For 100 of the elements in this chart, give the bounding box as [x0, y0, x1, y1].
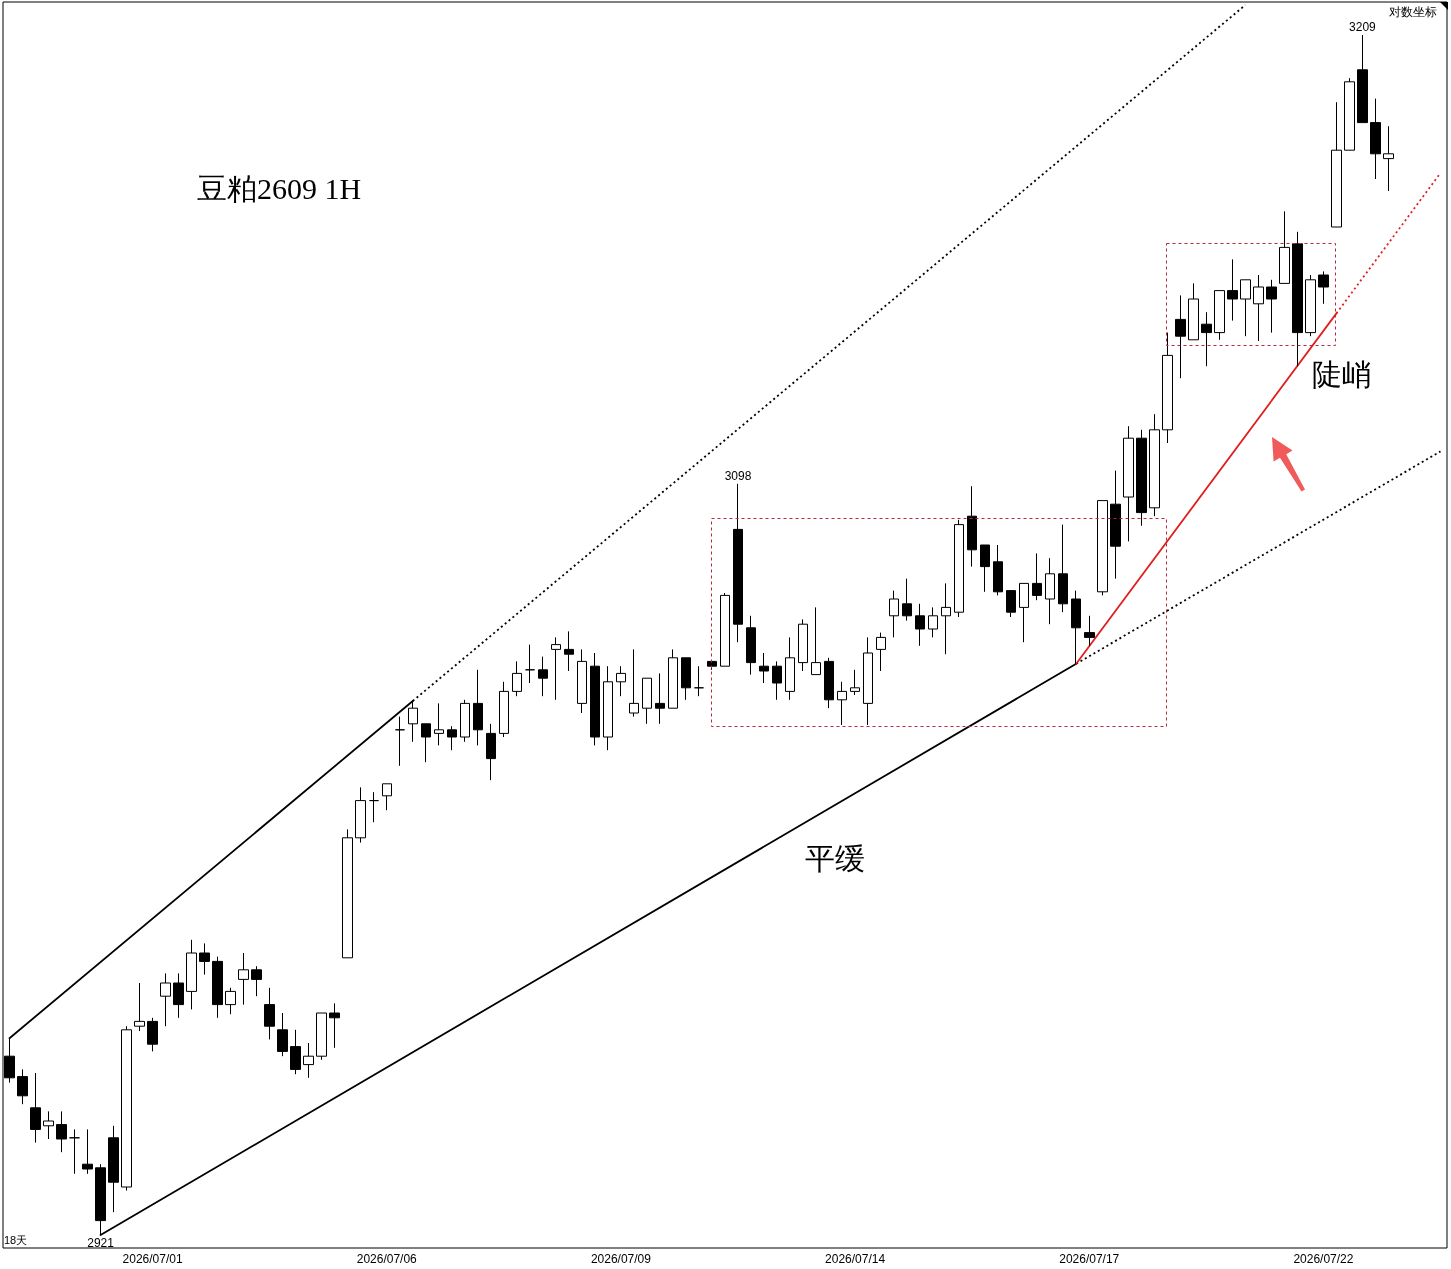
candlestick — [1188, 282, 1199, 341]
candlestick — [342, 828, 353, 959]
candlestick — [590, 652, 600, 746]
candlestick — [889, 590, 899, 638]
candlestick — [1019, 582, 1029, 643]
candlestick — [863, 636, 873, 726]
candlestick — [56, 1110, 67, 1153]
candlestick — [954, 519, 964, 618]
candlestick — [1136, 429, 1147, 527]
x-tick-label: 2026/07/22 — [1293, 1252, 1354, 1266]
candlestick — [1006, 590, 1016, 618]
candlestick — [1162, 332, 1173, 444]
candlestick — [798, 618, 808, 672]
candlestick — [460, 699, 470, 743]
candlestick — [1240, 279, 1251, 337]
candlestick — [707, 659, 717, 671]
candlestick — [1331, 101, 1342, 228]
candlestick — [1058, 524, 1068, 613]
candlestick — [616, 665, 626, 697]
candlestick — [82, 1128, 93, 1175]
candlestick — [1214, 290, 1225, 341]
candlestick — [134, 982, 145, 1032]
candlestick — [264, 987, 275, 1040]
x-tick-label: 2026/07/01 — [122, 1252, 183, 1266]
candlestick — [1201, 311, 1212, 367]
x-tick-label: 2026/07/06 — [356, 1252, 418, 1266]
candlestick — [512, 660, 522, 697]
candlestick — [173, 972, 184, 1019]
candlestick — [759, 652, 769, 684]
candlestick — [733, 483, 743, 643]
candlestick — [421, 723, 431, 763]
candlestick — [160, 972, 171, 1027]
candlestick — [772, 660, 782, 701]
candlestick — [43, 1110, 54, 1140]
x-tick-label: 2026/07/14 — [825, 1252, 886, 1266]
candlestick — [199, 942, 210, 976]
candlestick — [1292, 231, 1303, 367]
candlestick — [1253, 274, 1264, 342]
candlestick — [1279, 210, 1290, 284]
candlestick — [447, 725, 457, 751]
candlestick — [355, 786, 366, 844]
candlestick — [1149, 413, 1160, 517]
candlestick — [811, 606, 821, 676]
candlestick — [382, 783, 392, 811]
annotation: 3098 — [724, 468, 752, 483]
annotation: 平缓 — [805, 841, 865, 875]
candlestick — [1123, 425, 1134, 542]
text: 对数坐标 — [1389, 5, 1437, 19]
candlestick — [434, 702, 444, 746]
candlestick — [1370, 98, 1381, 180]
annotation: 2921 — [87, 1236, 115, 1250]
candlestick — [499, 681, 509, 738]
candlestick — [694, 665, 704, 697]
candlestick — [824, 657, 834, 709]
candlestick — [277, 1012, 288, 1057]
candlestick — [967, 485, 977, 568]
candlestick — [928, 606, 938, 638]
candlestick — [837, 681, 847, 726]
candlestick — [108, 1125, 119, 1213]
candlestick — [746, 615, 756, 676]
candlestick — [915, 603, 925, 647]
candlestick — [629, 648, 639, 718]
candlestick — [316, 1012, 327, 1061]
annotation: 18天 — [4, 1234, 28, 1246]
candlestick — [538, 656, 548, 697]
candlestick — [785, 636, 795, 701]
annotation: 3209 — [1349, 20, 1377, 34]
candlestick — [238, 952, 249, 1006]
candlestick — [147, 1017, 158, 1052]
candlestick — [186, 939, 197, 1010]
candlestick — [564, 630, 574, 672]
candlestick — [668, 648, 678, 709]
candlestick — [577, 648, 587, 714]
candlestick — [290, 1029, 301, 1075]
candlestick — [121, 1025, 132, 1192]
candlestick — [225, 987, 236, 1015]
candlestick — [1032, 552, 1042, 601]
candlestick — [681, 657, 691, 701]
candlestick — [1305, 274, 1316, 337]
x-tick-label: 2026/07/17 — [1059, 1252, 1120, 1266]
candlestick — [486, 723, 496, 781]
candlestick — [1318, 270, 1329, 305]
candlestick — [17, 1068, 28, 1105]
candlestick — [525, 644, 535, 684]
candlestick — [1266, 279, 1277, 334]
candlestick — [1045, 557, 1055, 625]
candlestick — [603, 665, 613, 751]
candlestick — [30, 1072, 41, 1144]
candlestick — [941, 582, 951, 655]
text: 豆粕2609 1H — [197, 171, 362, 205]
candlestick — [1344, 77, 1355, 151]
candlestick — [303, 1042, 314, 1079]
candlestick — [642, 677, 652, 725]
candlestick — [980, 544, 990, 593]
candlestick — [1175, 294, 1186, 379]
candlestick — [850, 669, 860, 696]
candlestick — [1383, 125, 1394, 192]
x-tick-label: 2026/07/09 — [590, 1252, 652, 1266]
candlestick — [876, 632, 886, 672]
candlestick — [993, 544, 1003, 596]
